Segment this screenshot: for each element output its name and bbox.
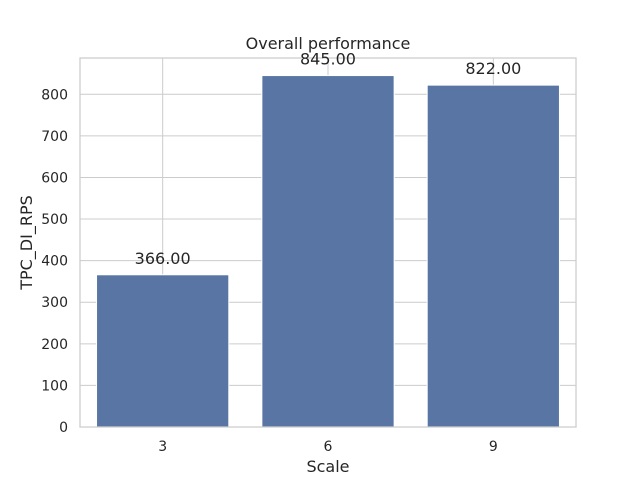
y-tick-label: 700 [41, 129, 68, 145]
y-tick-label: 400 [41, 254, 68, 270]
y-tick-label: 500 [41, 212, 68, 228]
x-tick-labels: 3 6 9 [158, 439, 498, 455]
x-tick-label: 3 [158, 439, 167, 455]
bars [96, 75, 560, 428]
bar-3 [96, 274, 230, 428]
y-tick-label: 0 [59, 420, 68, 436]
bar-6 [261, 75, 395, 428]
y-tick-label: 300 [41, 295, 68, 311]
y-tick-labels: 0 100 200 300 400 500 600 700 800 [41, 87, 68, 436]
plot-frame [79, 57, 577, 428]
x-tick-label: 9 [489, 439, 498, 455]
bar-value-label: 822.00 [465, 59, 521, 78]
bar-value-labels: 366.00 845.00 822.00 [135, 50, 522, 268]
x-axis-label: Scale [306, 457, 349, 476]
bar-value-label: 845.00 [300, 50, 356, 69]
bar-value-label: 366.00 [135, 249, 191, 268]
x-tick-label: 6 [324, 439, 333, 455]
y-tick-label: 200 [41, 337, 68, 353]
y-tick-label: 100 [41, 378, 68, 394]
bar-9 [426, 84, 560, 428]
y-tick-label: 600 [41, 170, 68, 186]
y-axis-label: TPC_DI_RPS [17, 195, 37, 291]
chart-title: Overall performance [246, 34, 411, 53]
y-tick-label: 800 [41, 87, 68, 103]
